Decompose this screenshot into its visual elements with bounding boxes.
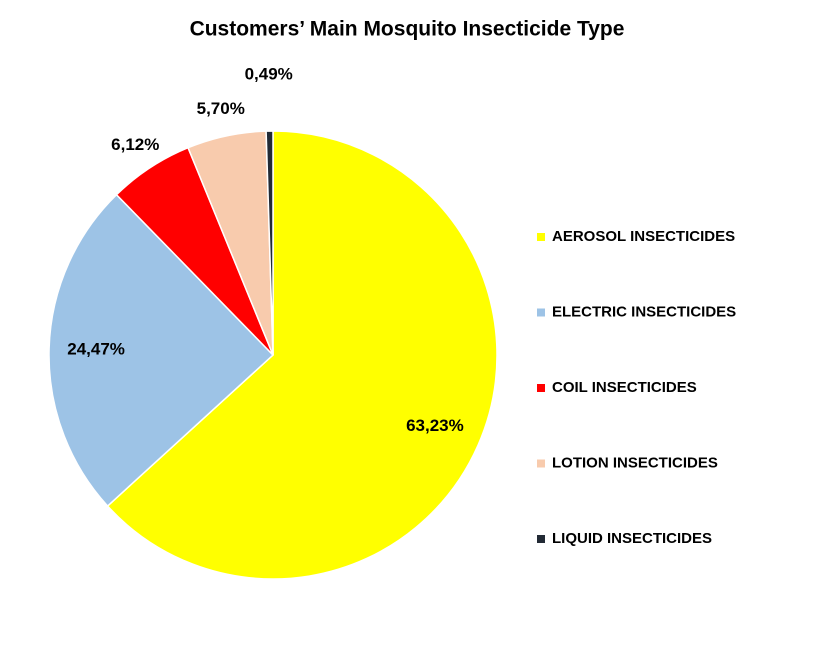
legend-swatch bbox=[537, 308, 545, 317]
legend-label: AEROSOL INSECTICIDES bbox=[552, 228, 735, 245]
data-label: 24,47% bbox=[67, 339, 125, 358]
pie-slice bbox=[265, 130, 274, 356]
chart-title: Customers’ Main Mosquito Insecticide Typ… bbox=[190, 18, 625, 41]
data-label: 6,12% bbox=[111, 135, 159, 154]
legend-swatch bbox=[537, 233, 545, 241]
legend-label: ELECTRIC INSECTICIDES bbox=[552, 303, 736, 320]
legend-swatch bbox=[537, 384, 545, 392]
legend-swatch bbox=[537, 535, 545, 543]
data-label: 5,70% bbox=[197, 99, 245, 118]
pie-slice bbox=[48, 193, 275, 508]
legend-swatch bbox=[537, 459, 545, 468]
data-label: 0,49% bbox=[245, 65, 293, 84]
pie-slice bbox=[106, 130, 498, 580]
legend-label: LOTION INSECTICIDES bbox=[552, 454, 718, 471]
legend-label: LIQUID INSECTICIDES bbox=[552, 530, 712, 547]
legend-label: COIL INSECTICIDES bbox=[552, 379, 697, 396]
data-label: 63,23% bbox=[406, 416, 464, 435]
